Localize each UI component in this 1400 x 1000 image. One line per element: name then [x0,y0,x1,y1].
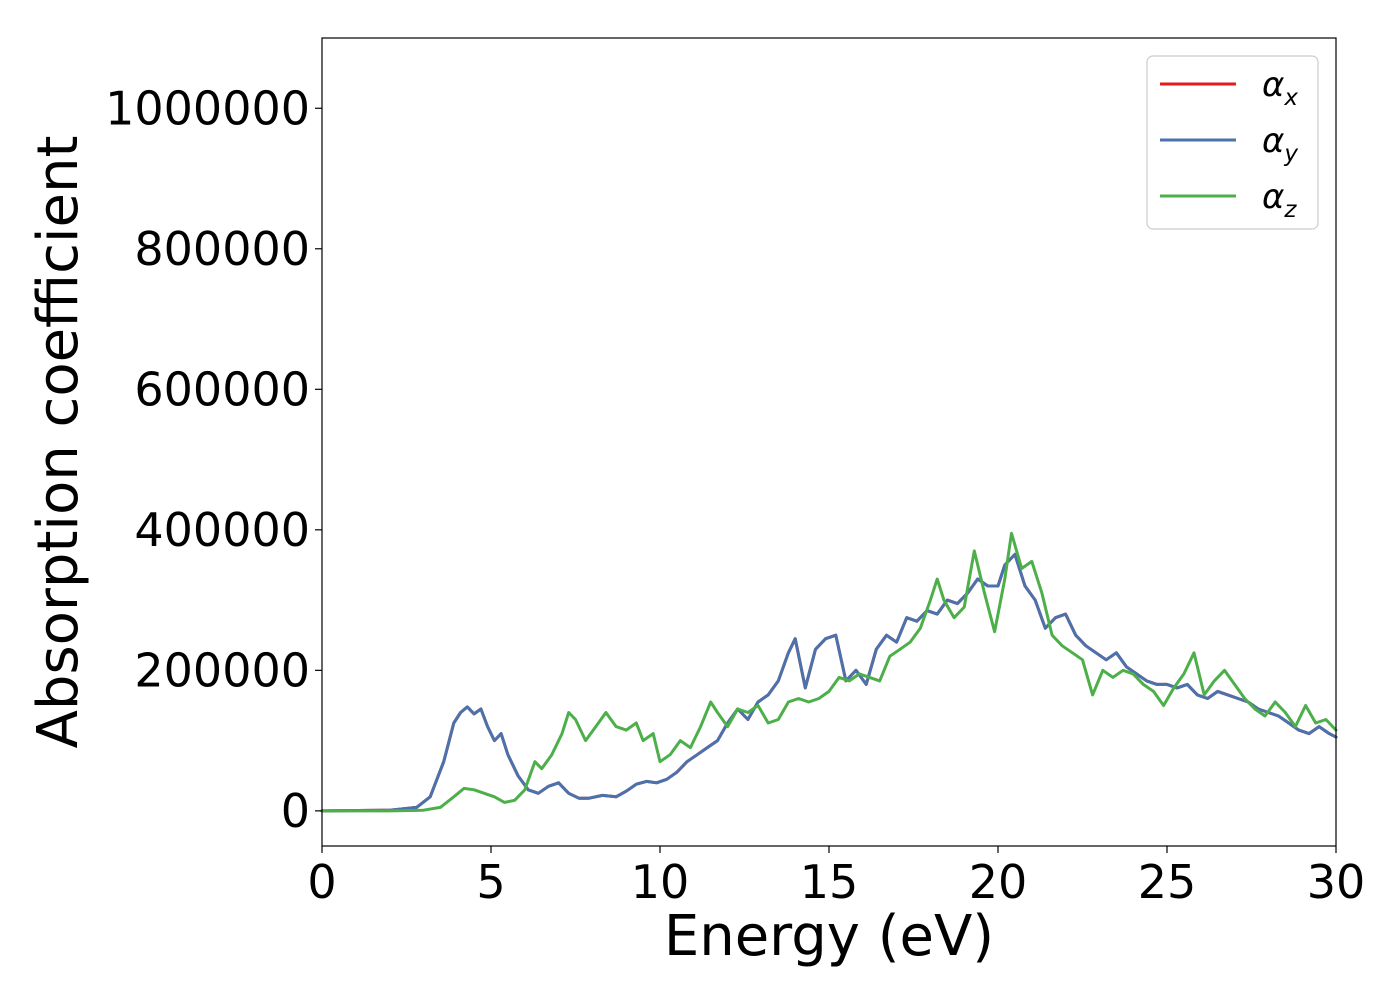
series-line-y [320,552,1338,813]
x-tick-label: 20 [969,855,1028,909]
x-tick-label: 30 [1307,855,1366,909]
series-layer [320,531,1338,813]
x-tick-label: 10 [631,855,690,909]
y-tick-label: 600000 [134,362,310,416]
x-tick-label: 15 [800,855,859,909]
y-tick-label: 0 [281,784,310,838]
series-line-z [320,531,1338,813]
legend-box [1146,55,1319,230]
x-axis-label: Energy (eV) [664,904,994,969]
x-tick-label: 5 [476,855,505,909]
y-tick-label: 1000000 [105,81,310,135]
y-tick-label: 200000 [134,643,310,697]
y-axis: 0 200000 400000 600000 800000 1000000 [105,81,322,838]
x-axis: 0 5 10 15 20 25 30 [307,846,1365,909]
x-tick-label: 25 [1138,855,1197,909]
y-axis-label: Absorption coefficient [26,136,91,749]
y-tick-label: 400000 [134,503,310,557]
y-tick-label: 800000 [134,222,310,276]
x-tick-label: 0 [307,855,336,909]
